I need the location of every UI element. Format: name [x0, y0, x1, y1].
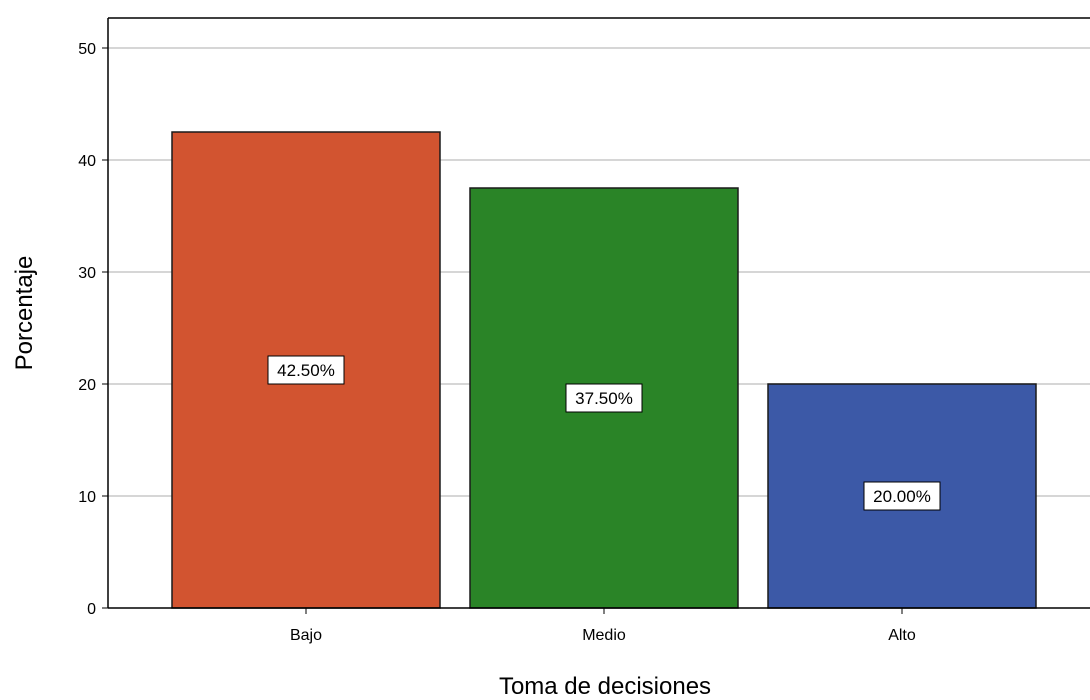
y-axis-ticks: 0 10 20 30 40 50 [78, 41, 108, 618]
data-label-box [565, 383, 643, 413]
data-label: 42.50% [277, 361, 335, 380]
data-labels: 42.50% 37.50% 20.00% [267, 355, 941, 511]
y-tick-label: 0 [87, 601, 96, 618]
y-tick-label: 20 [78, 377, 96, 394]
x-axis-ticks: Bajo Medio Alto [290, 608, 916, 644]
data-label: 20.00% [873, 487, 931, 506]
data-label-box [267, 355, 345, 385]
data-label-box [863, 481, 941, 511]
y-tick-label: 50 [78, 41, 96, 58]
y-tick-label: 30 [78, 265, 96, 282]
x-tick-label: Medio [582, 627, 626, 644]
bars [171, 131, 1037, 609]
x-axis-title: Toma de decisiones [499, 673, 711, 700]
y-axis-title: Porcentaje [11, 256, 38, 371]
data-label: 37.50% [575, 389, 633, 408]
x-tick-label: Alto [888, 627, 916, 644]
x-tick-label: Bajo [290, 627, 322, 644]
y-tick-label: 10 [78, 489, 96, 506]
y-tick-label: 40 [78, 153, 96, 170]
